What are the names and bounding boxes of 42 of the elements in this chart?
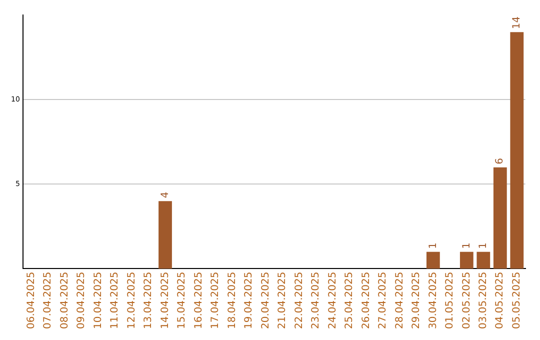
x-tick-label: 16.04.2025 [193,272,204,330]
x-tick-label: 23.04.2025 [310,272,322,330]
x-tick-label: 10.04.2025 [92,272,104,330]
data-label: 14 [511,16,522,30]
x-tick-label: 02.05.2025 [461,272,472,330]
x-tick-label: 03.05.2025 [478,272,490,330]
x-tick-label: 06.04.2025 [26,272,37,330]
x-tick-label: 22.04.2025 [294,272,305,330]
bar [460,252,474,269]
bar [510,32,524,269]
data-label: 4 [160,192,171,198]
x-tick-label: 20.04.2025 [260,272,272,330]
x-tick-label: 08.04.2025 [59,272,70,330]
x-tick-label: 18.04.2025 [226,272,238,330]
x-tick-label: 25.04.2025 [344,272,356,330]
x-tick-label: 11.04.2025 [110,272,121,330]
bar [426,252,440,269]
data-label: 1 [478,242,490,249]
x-tick-label: 27.04.2025 [378,272,389,330]
bar [493,167,507,269]
x-tick-label: 15.04.2025 [176,272,188,330]
x-tick-label: 24.04.2025 [327,272,338,330]
data-label: 6 [494,158,506,164]
data-label: 1 [461,242,472,249]
x-tick-label: 29.04.2025 [411,272,422,330]
x-tick-label: 12.04.2025 [126,272,138,330]
x-tick-label: 17.04.2025 [210,272,222,330]
x-tick-label: 04.05.2025 [494,272,506,330]
x-tick-label: 28.04.2025 [394,272,406,330]
bar [476,252,490,269]
x-tick-label: 13.04.2025 [143,272,154,330]
x-tick-label: 07.04.2025 [42,272,54,330]
data-label: 1 [428,242,439,249]
x-tick-label: 05.05.2025 [511,272,522,330]
x-tick-label: 14.04.2025 [160,272,171,330]
x-tick-label: 30.04.2025 [428,272,439,330]
x-tick-label: 19.04.2025 [244,272,255,330]
x-tick-label: 26.04.2025 [360,272,372,330]
bar [158,201,172,269]
x-tick-label: 09.04.2025 [76,272,88,330]
x-tick-label: 01.05.2025 [444,272,456,330]
x-tick-label: 21.04.2025 [277,272,288,330]
